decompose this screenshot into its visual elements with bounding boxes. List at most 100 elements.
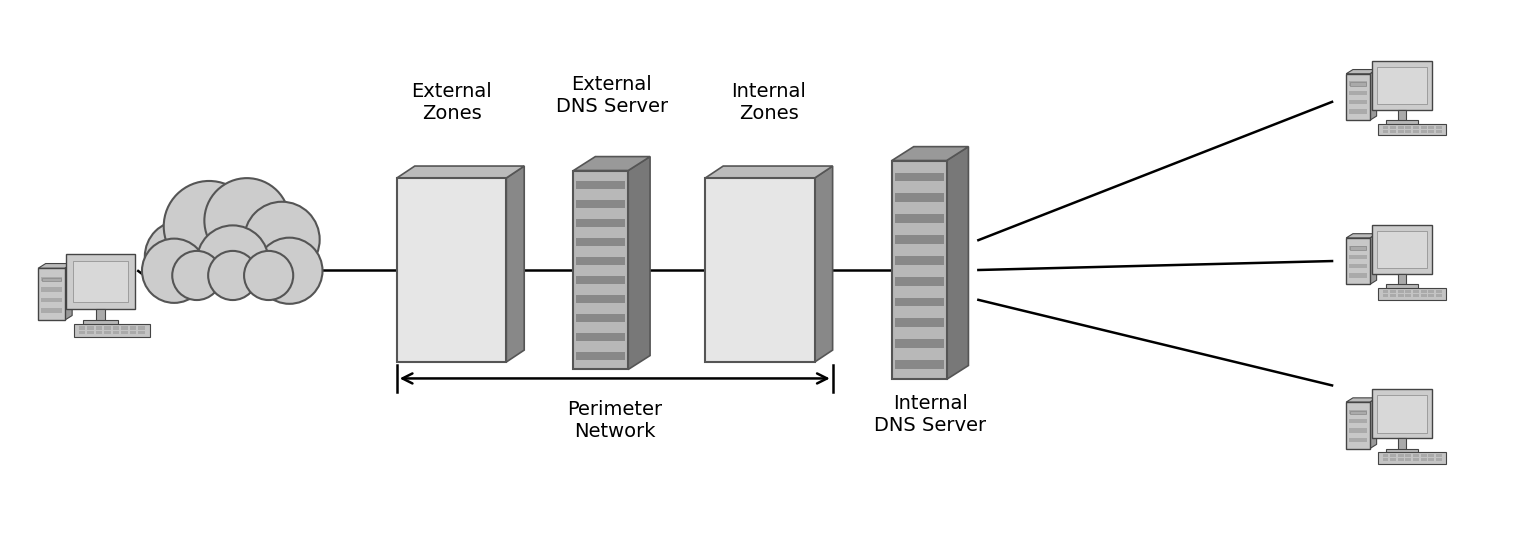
Bar <box>576 276 625 284</box>
Polygon shape <box>891 147 969 161</box>
Bar <box>1436 454 1442 457</box>
Bar <box>1383 294 1389 297</box>
Polygon shape <box>1346 70 1377 74</box>
Bar <box>105 326 111 329</box>
Bar <box>138 326 144 329</box>
Circle shape <box>172 251 222 300</box>
Circle shape <box>208 251 257 300</box>
Bar <box>1398 130 1404 133</box>
Bar <box>894 214 943 223</box>
Bar <box>894 277 943 286</box>
Bar <box>1383 126 1389 129</box>
Bar <box>894 319 943 327</box>
Bar <box>1390 130 1396 133</box>
Bar <box>1349 255 1367 259</box>
Bar <box>706 178 815 362</box>
Text: External
DNS Server: External DNS Server <box>555 75 668 116</box>
Bar <box>138 331 144 334</box>
Bar <box>1386 448 1418 456</box>
Bar <box>1398 290 1404 293</box>
Bar <box>87 326 94 329</box>
Bar <box>1398 294 1404 297</box>
Circle shape <box>257 237 322 304</box>
Bar <box>105 331 111 334</box>
Polygon shape <box>1370 234 1377 285</box>
Bar <box>1349 246 1366 250</box>
Circle shape <box>141 239 207 303</box>
Bar <box>67 254 134 309</box>
Bar <box>1349 100 1367 104</box>
Bar <box>1398 458 1404 461</box>
Bar <box>1378 288 1446 300</box>
Bar <box>1349 428 1367 432</box>
Bar <box>1349 91 1367 95</box>
Bar <box>1349 109 1367 114</box>
Bar <box>1405 294 1411 297</box>
Bar <box>1428 130 1434 133</box>
Circle shape <box>243 202 319 278</box>
Bar <box>38 268 64 320</box>
Bar <box>576 181 625 189</box>
Bar <box>1421 290 1427 293</box>
Polygon shape <box>946 147 969 379</box>
Bar <box>1413 294 1419 297</box>
Bar <box>1378 452 1446 464</box>
Bar <box>1383 454 1389 457</box>
Circle shape <box>204 178 289 263</box>
Bar <box>1390 126 1396 129</box>
Bar <box>41 298 62 302</box>
Circle shape <box>196 226 269 297</box>
Bar <box>87 331 94 334</box>
Bar <box>894 173 943 181</box>
Text: External
Zones: External Zones <box>411 82 491 123</box>
Bar <box>122 326 128 329</box>
Bar <box>1436 458 1442 461</box>
Bar <box>894 339 943 348</box>
Bar <box>41 287 62 292</box>
Bar <box>122 331 128 334</box>
Bar <box>1386 120 1418 127</box>
Polygon shape <box>1370 70 1377 120</box>
Bar <box>79 326 85 329</box>
Polygon shape <box>706 166 832 178</box>
Bar <box>96 331 102 334</box>
Bar <box>1378 67 1427 104</box>
Bar <box>1405 290 1411 293</box>
Bar <box>1405 458 1411 461</box>
Bar <box>1405 454 1411 457</box>
Bar <box>1413 290 1419 293</box>
Bar <box>113 326 120 329</box>
Text: Internal
DNS Server: Internal DNS Server <box>875 394 986 436</box>
Bar <box>1346 402 1370 448</box>
Bar <box>82 320 119 328</box>
Bar <box>1372 390 1433 438</box>
Bar <box>1398 110 1407 122</box>
Bar <box>576 238 625 246</box>
Bar <box>1428 454 1434 457</box>
Bar <box>1398 126 1404 129</box>
Bar <box>894 298 943 307</box>
Bar <box>129 326 137 329</box>
Bar <box>1349 438 1367 442</box>
Bar <box>894 193 943 202</box>
Bar <box>1378 124 1446 135</box>
Bar <box>113 331 120 334</box>
Bar <box>1405 130 1411 133</box>
Bar <box>1349 81 1367 85</box>
Bar <box>1390 454 1396 457</box>
Bar <box>1346 238 1370 285</box>
Polygon shape <box>628 156 649 370</box>
Bar <box>173 256 292 285</box>
Bar <box>573 170 628 370</box>
Bar <box>1398 438 1407 450</box>
Bar <box>1405 126 1411 129</box>
Bar <box>1346 74 1370 120</box>
Bar <box>1428 458 1434 461</box>
Bar <box>576 295 625 303</box>
Bar <box>1386 285 1418 291</box>
Bar <box>1421 126 1427 129</box>
Polygon shape <box>1370 398 1377 448</box>
Bar <box>1383 458 1389 461</box>
Polygon shape <box>1346 234 1377 238</box>
Bar <box>397 178 506 362</box>
